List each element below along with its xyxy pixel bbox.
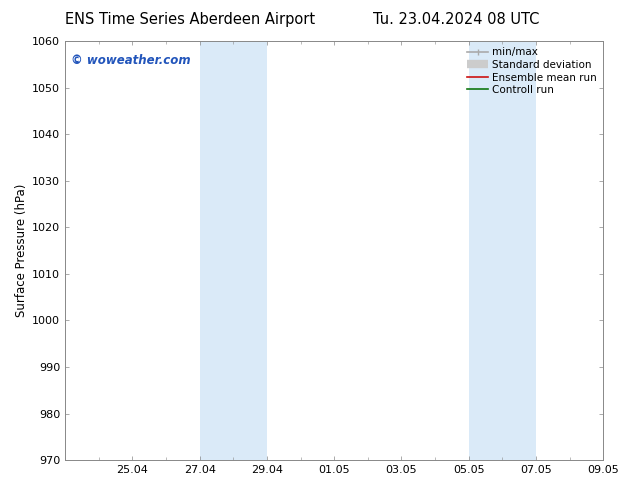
- Text: ENS Time Series Aberdeen Airport: ENS Time Series Aberdeen Airport: [65, 12, 315, 27]
- Text: Tu. 23.04.2024 08 UTC: Tu. 23.04.2024 08 UTC: [373, 12, 540, 27]
- Bar: [469, 41, 536, 460]
- Legend: min/max, Standard deviation, Ensemble mean run, Controll run: min/max, Standard deviation, Ensemble me…: [463, 43, 601, 99]
- Bar: [200, 41, 267, 460]
- Text: © woweather.com: © woweather.com: [70, 53, 190, 67]
- Y-axis label: Surface Pressure (hPa): Surface Pressure (hPa): [15, 184, 28, 318]
